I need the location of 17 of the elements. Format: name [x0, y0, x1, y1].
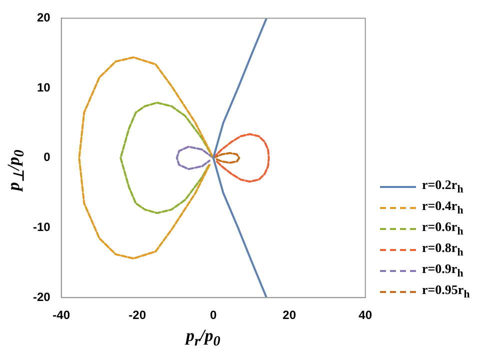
legend-label: r=0.9r$_{h}$ — [422, 261, 464, 280]
legend-label: r=0.2r$_{h}$ — [422, 177, 464, 196]
legend-label: r=0.95r$_{h}$ — [422, 282, 470, 301]
y-tick-label: 0 — [44, 150, 51, 164]
legend-label: r=0.6r$_{h}$ — [422, 219, 464, 238]
x-axis-title: p$_{r}$/p$_{0}$ — [186, 326, 220, 350]
legend-label: r=0.8r$_{h}$ — [422, 240, 464, 259]
legend-label: r=0.4r$_{h}$ — [422, 198, 464, 217]
y-tick-label: 20 — [36, 10, 51, 25]
y-tick-label: 10 — [36, 80, 51, 94]
x-tick-label: -20 — [128, 308, 146, 322]
x-tick-label: 40 — [358, 308, 372, 322]
x-tick-label: 20 — [282, 308, 296, 322]
y-tick-label: -10 — [33, 220, 51, 234]
x-tick-label: 0 — [210, 308, 217, 322]
y-tick-label: -20 — [33, 290, 51, 304]
x-tick-label: -40 — [52, 308, 70, 322]
